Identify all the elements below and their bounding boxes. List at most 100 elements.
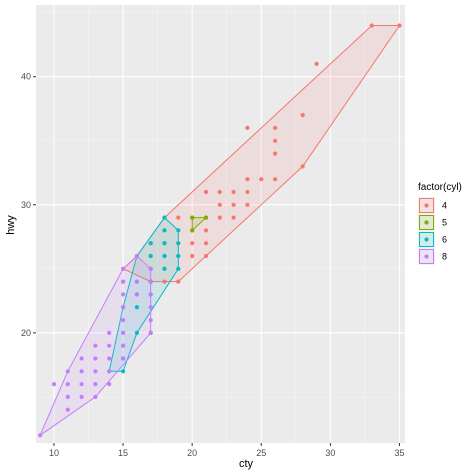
point-cyl-4 bbox=[231, 202, 236, 207]
x-tick-label: 30 bbox=[325, 448, 335, 458]
point-cyl-8 bbox=[51, 382, 57, 387]
point-cyl-6 bbox=[176, 228, 181, 233]
point-cyl-4 bbox=[245, 125, 250, 130]
point-cyl-4 bbox=[176, 279, 181, 284]
y-tick-label: 30 bbox=[21, 200, 31, 210]
x-tick-label: 15 bbox=[118, 448, 128, 458]
legend-point-cyl-4 bbox=[424, 203, 429, 208]
point-cyl-8 bbox=[79, 369, 84, 374]
point-cyl-8 bbox=[148, 266, 153, 271]
point-cyl-4 bbox=[176, 215, 181, 220]
point-cyl-8 bbox=[93, 369, 98, 374]
point-cyl-6 bbox=[176, 266, 181, 271]
legend-point-cyl-8 bbox=[424, 254, 429, 259]
point-cyl-8 bbox=[107, 369, 112, 374]
point-cyl-4 bbox=[203, 228, 209, 233]
point-cyl-8 bbox=[148, 292, 153, 297]
point-cyl-4 bbox=[217, 189, 222, 195]
point-cyl-4 bbox=[231, 215, 236, 220]
point-cyl-5 bbox=[190, 215, 195, 220]
point-cyl-4 bbox=[300, 164, 305, 169]
point-cyl-8 bbox=[121, 266, 126, 271]
data-points bbox=[38, 23, 402, 438]
point-cyl-6 bbox=[162, 253, 167, 259]
point-cyl-8 bbox=[148, 330, 153, 335]
point-cyl-4 bbox=[300, 113, 305, 118]
point-cyl-6 bbox=[134, 305, 139, 310]
legend-title: factor(cyl) bbox=[418, 182, 462, 193]
point-cyl-8 bbox=[93, 394, 98, 399]
point-cyl-8 bbox=[93, 356, 98, 361]
point-cyl-8 bbox=[93, 382, 98, 387]
point-cyl-6 bbox=[148, 241, 153, 246]
point-cyl-8 bbox=[134, 279, 139, 284]
y-axis: 20 30 40 bbox=[21, 72, 36, 338]
point-cyl-8 bbox=[107, 343, 112, 348]
point-cyl-4 bbox=[203, 189, 209, 195]
legend-label-cyl-8: 8 bbox=[442, 252, 447, 262]
point-cyl-8 bbox=[107, 330, 112, 335]
point-cyl-8 bbox=[107, 356, 112, 361]
point-cyl-8 bbox=[79, 394, 84, 399]
point-cyl-8 bbox=[121, 318, 126, 323]
legend-point-cyl-6 bbox=[424, 237, 429, 242]
point-cyl-8 bbox=[107, 382, 112, 387]
point-cyl-8 bbox=[148, 279, 153, 284]
legend: factor(cyl) 4 5 6 8 bbox=[418, 182, 462, 265]
point-cyl-4 bbox=[203, 253, 209, 259]
point-cyl-6 bbox=[148, 253, 153, 259]
x-axis: 10 15 20 25 30 35 bbox=[49, 443, 404, 458]
point-cyl-6 bbox=[121, 369, 126, 374]
point-cyl-4 bbox=[314, 61, 319, 66]
legend-label-cyl-5: 5 bbox=[442, 218, 447, 228]
point-cyl-8 bbox=[65, 369, 70, 374]
point-cyl-8 bbox=[79, 356, 84, 361]
point-cyl-6 bbox=[176, 241, 181, 246]
point-cyl-4 bbox=[245, 189, 250, 195]
point-cyl-5 bbox=[190, 228, 195, 233]
legend-label-cyl-6: 6 bbox=[442, 235, 447, 245]
point-cyl-4 bbox=[162, 279, 167, 284]
point-cyl-4 bbox=[231, 189, 236, 195]
point-cyl-6 bbox=[176, 253, 181, 259]
point-cyl-8 bbox=[79, 382, 84, 387]
point-cyl-8 bbox=[65, 407, 70, 412]
point-cyl-4 bbox=[273, 125, 278, 130]
plot-panel bbox=[36, 5, 405, 443]
point-cyl-8 bbox=[121, 356, 126, 361]
y-tick-label: 40 bbox=[21, 72, 31, 82]
point-cyl-4 bbox=[217, 202, 222, 207]
legend-point-cyl-5 bbox=[424, 220, 429, 225]
point-cyl-6 bbox=[134, 330, 139, 335]
point-cyl-4 bbox=[259, 177, 264, 182]
point-cyl-5 bbox=[203, 215, 209, 220]
x-tick-label: 20 bbox=[187, 448, 197, 458]
x-tick-label: 10 bbox=[49, 448, 59, 458]
point-cyl-4 bbox=[369, 23, 374, 28]
point-cyl-8 bbox=[65, 382, 70, 387]
point-cyl-4 bbox=[273, 151, 278, 156]
point-cyl-4 bbox=[217, 215, 222, 220]
x-axis-title: cty bbox=[239, 458, 254, 470]
point-cyl-8 bbox=[134, 253, 139, 259]
point-cyl-8 bbox=[134, 292, 139, 297]
point-cyl-4 bbox=[397, 23, 402, 28]
point-cyl-8 bbox=[121, 292, 126, 297]
point-cyl-8 bbox=[93, 343, 98, 348]
point-cyl-4 bbox=[245, 202, 250, 207]
y-axis-title: hwy bbox=[5, 215, 17, 235]
point-cyl-8 bbox=[148, 318, 153, 323]
x-tick-label: 25 bbox=[256, 448, 266, 458]
x-tick-label: 35 bbox=[394, 448, 404, 458]
point-cyl-8 bbox=[148, 305, 153, 310]
point-cyl-6 bbox=[162, 266, 167, 271]
y-tick-label: 20 bbox=[21, 328, 31, 338]
hull-cyl-5 bbox=[191, 217, 208, 232]
point-cyl-6 bbox=[162, 241, 167, 246]
point-cyl-6 bbox=[162, 228, 167, 233]
point-cyl-8 bbox=[38, 433, 43, 438]
point-cyl-8 bbox=[121, 343, 126, 348]
point-cyl-8 bbox=[121, 305, 126, 310]
point-cyl-8 bbox=[121, 279, 126, 284]
